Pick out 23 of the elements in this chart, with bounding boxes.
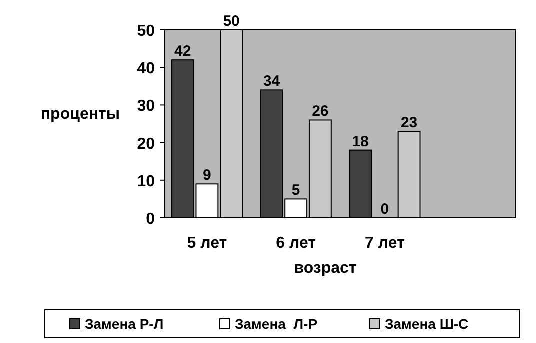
y-tick-label: 40 (137, 60, 156, 78)
y-tick-label: 10 (137, 173, 156, 190)
y-axis-title: проценты (40, 106, 120, 123)
data-label: 26 (312, 103, 329, 120)
y-tick-label: 50 (137, 23, 156, 40)
data-label: 23 (400, 114, 418, 132)
data-label: 0 (380, 201, 390, 218)
legend-label: Замена Р-Л (85, 316, 164, 332)
data-label: 5 (292, 182, 300, 200)
x-tick-label: 7 лет (365, 235, 405, 252)
data-label: 42 (174, 43, 192, 60)
data-label: 34 (263, 73, 281, 90)
y-tick-label: 0 (146, 211, 156, 228)
x-tick-label: 5 лет (187, 235, 228, 252)
x-axis-title: возраст (294, 260, 357, 277)
legend-label: Замена Л-Р (235, 316, 318, 332)
data-label: 9 (203, 167, 212, 184)
data-label: 18 (352, 133, 369, 150)
y-tick-label: 30 (137, 98, 156, 116)
legend-label: Замена Ш-С (385, 316, 469, 332)
data-label: 50 (223, 13, 240, 30)
x-tick-label: 6 лет (276, 235, 316, 252)
y-tick-label: 20 (137, 136, 156, 153)
